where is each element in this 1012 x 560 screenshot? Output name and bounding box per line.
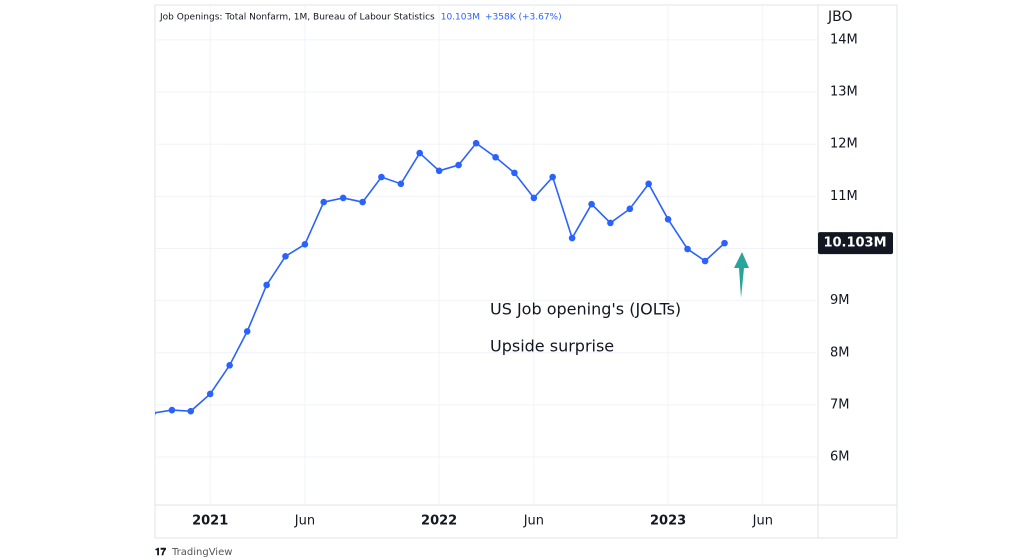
y-axis-title: JBO — [827, 9, 853, 25]
x-tick-label: Jun — [752, 514, 773, 529]
annotation: Upside surprise — [490, 337, 614, 356]
x-tick-label: Jun — [523, 514, 544, 529]
data-point — [243, 328, 251, 335]
data-point — [472, 139, 480, 147]
x-tick-label: Jun — [294, 514, 315, 529]
chart-title: Job Openings: Total Nonfarm, 1M, Bureau … — [159, 13, 435, 23]
data-point — [282, 253, 289, 260]
arrow — [734, 252, 749, 298]
y-tick-label: 13M — [830, 85, 858, 100]
labels: 6M7M8M9M10M11M12M13M14M2021Jun2022Jun202… — [192, 32, 893, 529]
y-tick-label: 12M — [830, 137, 858, 152]
data-point — [301, 241, 309, 248]
data-point — [339, 194, 347, 202]
data-point — [455, 161, 462, 169]
data-point — [568, 234, 576, 242]
y-tick-label: 11M — [830, 189, 858, 204]
series-layer — [155, 139, 728, 416]
data-point — [226, 361, 233, 369]
data-point — [684, 245, 691, 253]
data-point — [530, 194, 538, 202]
data-point — [549, 173, 556, 181]
last-value: 10.103M — [441, 13, 480, 23]
x-tick-label: 2021 — [192, 514, 228, 529]
logo: 𝟏𝟕 — [155, 547, 167, 558]
data-point — [645, 180, 652, 188]
logo-text: TradingView — [171, 547, 232, 558]
data-point — [492, 153, 499, 161]
data-point — [206, 390, 214, 398]
data-point — [435, 167, 443, 175]
data-point — [155, 411, 156, 416]
data-point — [588, 200, 595, 208]
y-tick-label: 6M — [830, 450, 850, 465]
data-point — [378, 173, 385, 181]
grid — [155, 5, 818, 505]
data-point — [721, 239, 728, 247]
y-tick-label: 14M — [830, 32, 858, 47]
data-point — [664, 215, 672, 223]
x-tick-label: 2022 — [421, 514, 457, 529]
data-point — [359, 198, 366, 206]
y-tick-label: 7M — [830, 397, 850, 412]
data-point — [320, 198, 328, 206]
data-point — [701, 257, 709, 265]
data-point — [187, 407, 195, 415]
annotation: US Job opening's (JOLTs) — [490, 300, 681, 319]
data-point — [511, 169, 518, 177]
logo-mark: 𝟏𝟕 — [155, 547, 167, 558]
x-tick-label: 2023 — [650, 514, 686, 529]
data-point — [607, 219, 614, 227]
data-point — [263, 281, 270, 289]
y-tick-label: 9M — [830, 293, 850, 308]
chart-frame — [154, 4, 898, 539]
change: +358K (+3.67%) — [485, 13, 562, 23]
data-point — [397, 180, 405, 188]
last-value-label: 10.103M — [823, 236, 886, 251]
y-tick-label: 8M — [830, 345, 850, 360]
data-point — [168, 406, 176, 414]
data-point — [416, 149, 423, 157]
last-value-box — [818, 232, 893, 255]
data-point — [626, 205, 634, 213]
